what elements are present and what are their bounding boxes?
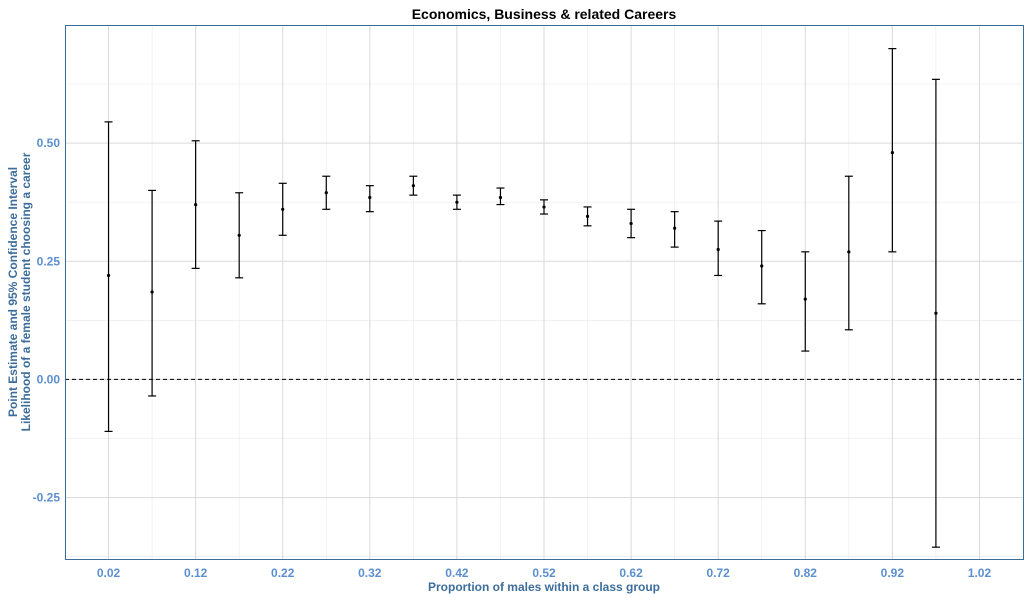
y-axis-title-line2: Likelihood of a female student choosing … xyxy=(19,152,33,431)
grid-layer xyxy=(64,25,1023,559)
errorbar-group xyxy=(191,140,200,269)
x-tick-labels: 0.02 0.12 0.22 0.32 0.42 0.52 0.62 0.72 0.82 0.92… xyxy=(97,566,992,580)
point-estimate xyxy=(890,150,894,155)
point-estimate xyxy=(803,297,807,301)
x-tick-label: 0.02 xyxy=(97,566,121,580)
point-estimate xyxy=(106,273,111,278)
errorbar-group xyxy=(757,229,766,305)
y-axis-title: Point Estimate and 95% Confidence Interv… xyxy=(6,152,33,431)
errorbar-group xyxy=(148,189,157,397)
errorbar-group xyxy=(235,192,244,279)
errorbar-group xyxy=(365,185,374,213)
x-tick-label: 0.42 xyxy=(445,566,469,580)
y-tick-label: 0.50 xyxy=(37,136,61,150)
point-estimate xyxy=(281,207,285,211)
point-estimate xyxy=(585,214,590,218)
y-tick-label: 0.25 xyxy=(37,254,61,268)
point-estimate xyxy=(324,191,328,195)
y-tick-label: 0.00 xyxy=(37,372,61,386)
errorbar-group xyxy=(496,187,505,206)
point-estimate xyxy=(194,202,198,207)
point-estimate xyxy=(673,226,677,230)
errorbar-group xyxy=(888,48,897,253)
y-tick-label: -0.25 xyxy=(33,491,61,505)
point-estimate xyxy=(716,247,720,252)
x-tick-label: 0.12 xyxy=(184,566,208,580)
chart-title: Economics, Business & related Careers xyxy=(412,6,677,22)
point-estimate xyxy=(237,233,241,237)
point-estimate xyxy=(368,195,372,200)
y-axis-title-line1: Point Estimate and 95% Confidence Interv… xyxy=(6,167,20,417)
x-tick-label: 0.32 xyxy=(358,566,382,580)
x-tick-label: 0.72 xyxy=(707,566,731,580)
x-tick-label: 0.52 xyxy=(532,566,556,580)
x-tick-label: 0.82 xyxy=(794,566,818,580)
point-estimate xyxy=(760,264,764,268)
point-estimate xyxy=(498,195,503,200)
marks-layer xyxy=(104,48,940,548)
x-tick-label: 1.02 xyxy=(968,566,992,580)
point-estimate xyxy=(934,311,938,315)
errorbar-group xyxy=(452,194,461,210)
x-tick-label: 0.22 xyxy=(271,566,295,580)
errorbar-group xyxy=(931,78,940,548)
errorbar-group xyxy=(583,206,592,227)
x-tick-label: 0.62 xyxy=(619,566,643,580)
errorbar-group xyxy=(322,175,331,210)
errorbar-group xyxy=(844,175,853,331)
errorbar-group xyxy=(409,175,418,196)
point-estimate xyxy=(629,221,633,226)
point-estimate xyxy=(411,184,415,188)
errorbar-group xyxy=(714,220,723,277)
errorbar-group xyxy=(278,182,287,236)
x-axis-title: Proportion of males within a class group xyxy=(428,580,660,594)
errorbar-group xyxy=(627,208,636,239)
point-estimate xyxy=(542,205,546,209)
point-estimate xyxy=(150,290,154,294)
point-estimate xyxy=(847,250,851,254)
errorbar-group xyxy=(670,211,679,248)
errorbar-group xyxy=(104,121,113,433)
x-tick-label: 0.92 xyxy=(881,566,905,580)
plot-panel-border xyxy=(65,25,1024,560)
errorbar-group xyxy=(540,199,548,215)
point-estimate xyxy=(455,200,459,204)
errorbar-group xyxy=(801,251,810,352)
y-tick-labels: -0.25 0.00 0.25 0.50 xyxy=(33,136,61,504)
